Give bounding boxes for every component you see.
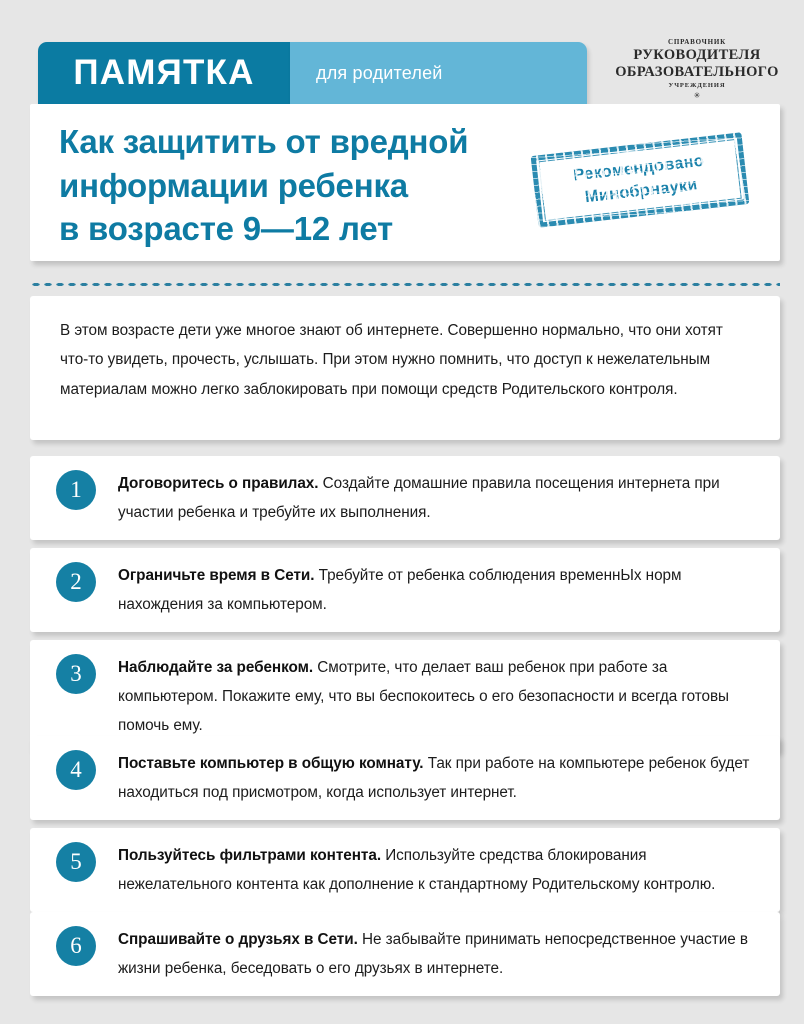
publisher-logo-line-2: РУКОВОДИТЕЛЯ xyxy=(633,47,761,64)
tip-lead: Спрашивайте о друзьях в Сети. xyxy=(118,931,358,948)
tip-body: Ограничьте время в Сети. Требуйте от реб… xyxy=(118,562,756,620)
intro-card: В этом возрасте дети уже многое знают об… xyxy=(30,296,780,440)
tip-body: Наблюдайте за ребенком. Смотрите, что де… xyxy=(118,654,756,740)
tip-body: Пользуйтесь фильтрами контента. Использу… xyxy=(118,842,756,900)
header-tab-audience: для родителей xyxy=(290,42,587,104)
header-tab-pamyatka-label: ПАМЯТКА xyxy=(73,52,255,92)
tip-card: 1 Договоритесь о правилах. Создайте домаш… xyxy=(30,456,780,540)
tip-text: Так при работе на компьютере ребенок буд… xyxy=(118,755,750,801)
tip-card: 4 Поставьте компьютер в общую комнату. Та… xyxy=(30,736,780,820)
tip-text: Смотрите, что делает ваш ребенок при раб… xyxy=(118,659,729,734)
tip-number-badge: 5 xyxy=(56,842,96,882)
tip-text: Требуйте от ребенка соблюдения временнЫх… xyxy=(118,567,682,613)
page-title: Как защитить от вредной информации ребен… xyxy=(59,120,468,251)
tip-card: 5 Пользуйтесь фильтрами контента. Использ… xyxy=(30,828,780,912)
tip-lead: Пользуйтесь фильтрами контента. xyxy=(118,847,382,864)
tip-text: Не забывайте принимать непосредственное … xyxy=(118,931,748,977)
publisher-logo-line-1: СПРАВОЧНИК xyxy=(668,38,726,46)
tip-card: 3 Наблюдайте за ребенком. Смотрите, что д… xyxy=(30,640,780,752)
tip-body: Поставьте компьютер в общую комнату. Так… xyxy=(118,750,756,808)
tip-number-badge: 4 xyxy=(56,750,96,790)
tip-number-badge: 3 xyxy=(56,654,96,694)
publisher-logo-ornament-icon: ✳ xyxy=(693,90,701,100)
tip-lead: Наблюдайте за ребенком. xyxy=(118,659,314,676)
tip-lead: Поставьте компьютер в общую комнату. xyxy=(118,755,424,772)
tip-number-badge: 2 xyxy=(56,562,96,602)
publisher-logo-line-3: ОБРАЗОВАТЕЛЬНОГО xyxy=(615,64,779,81)
tip-lead: Договоритесь о правилах. xyxy=(118,475,319,492)
page-title-line-3: в возрасте 9—12 лет xyxy=(59,210,394,248)
page-title-line-1: Как защитить от вредной xyxy=(59,123,469,160)
dotted-divider xyxy=(30,282,780,287)
tip-number-badge: 1 xyxy=(56,470,96,510)
tip-card: 2 Ограничьте время в Сети. Требуйте от ре… xyxy=(30,548,780,632)
tip-card: 6 Спрашивайте о друзьях в Сети. Не забыва… xyxy=(30,912,780,996)
header-tab-audience-label: для родителей xyxy=(316,62,443,83)
header-tab-pamyatka: ПАМЯТКА xyxy=(38,42,290,104)
publisher-logo-line-4: УЧРЕЖДЕНИЯ xyxy=(668,82,726,90)
tip-text: Создайте домашние правила посещения инте… xyxy=(118,475,720,521)
intro-paragraph: В этом возрасте дети уже многое знают об… xyxy=(60,322,723,398)
tip-body: Договоритесь о правилах. Создайте домашн… xyxy=(118,470,756,528)
page-title-line-2: информации ребенка xyxy=(59,166,408,204)
tip-number-badge: 6 xyxy=(56,926,96,966)
tip-body: Спрашивайте о друзьях в Сети. Не забывай… xyxy=(118,926,756,984)
tip-lead: Ограничьте время в Сети. xyxy=(118,567,315,584)
header: ПАМЯТКА для родителей xyxy=(0,42,804,104)
publisher-logo: СПРАВОЧНИК РУКОВОДИТЕЛЯ ОБРАЗОВАТЕЛЬНОГО… xyxy=(604,38,790,99)
tip-text: Используйте средства блокирования нежела… xyxy=(118,847,716,893)
